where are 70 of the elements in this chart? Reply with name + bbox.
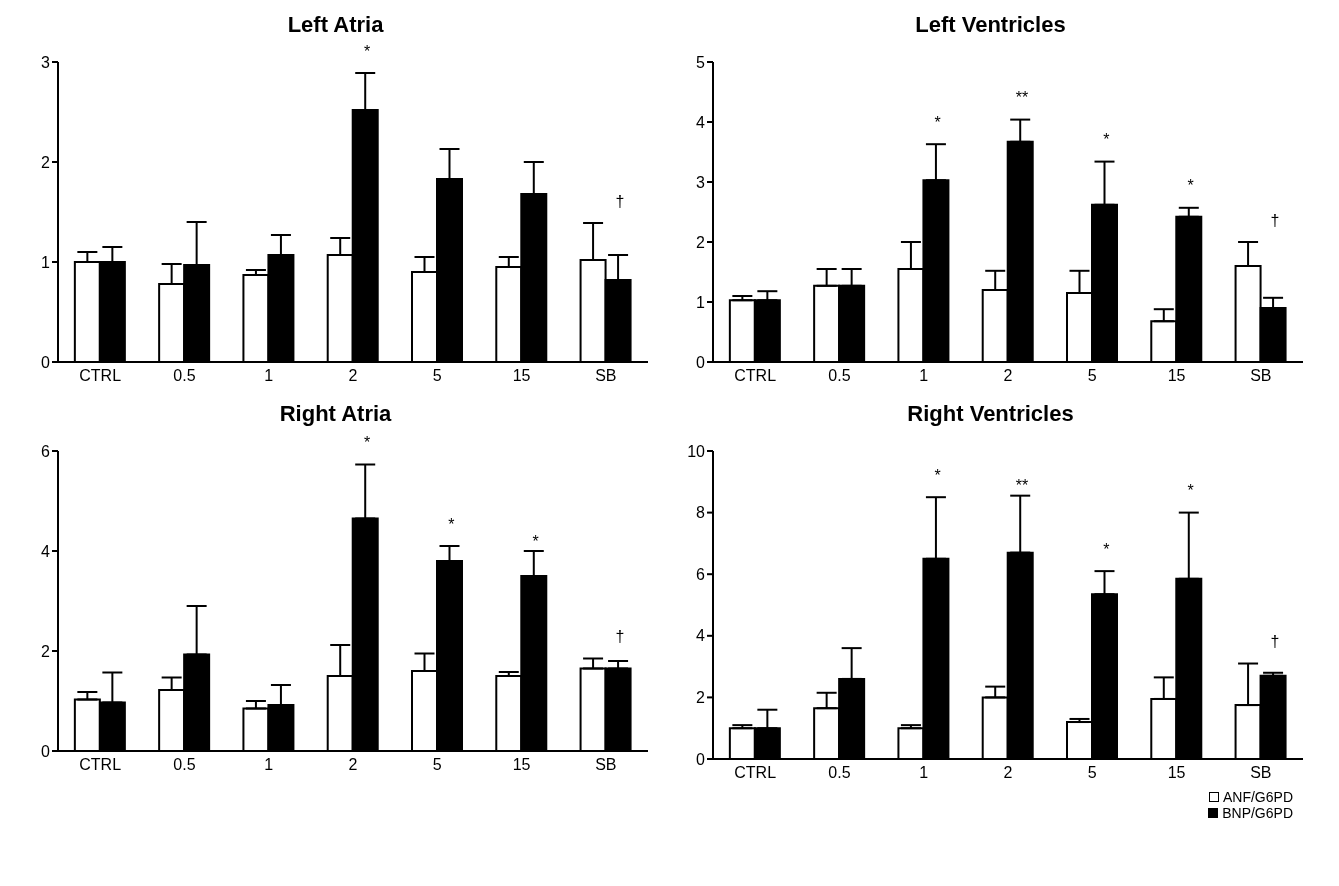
annotation: * xyxy=(1103,540,1110,558)
y-tick-label: 4 xyxy=(696,627,706,645)
annotation: * xyxy=(1187,177,1194,195)
x-tick-label: 0.5 xyxy=(173,756,196,774)
y-tick-label: 3 xyxy=(41,53,51,71)
y-tick-label: 5 xyxy=(696,53,706,71)
y-tick-label: 2 xyxy=(696,689,706,707)
x-tick-label: 2 xyxy=(1003,367,1013,385)
annotation: ** xyxy=(1015,89,1029,107)
x-tick-label: 2 xyxy=(348,367,358,385)
x-tick-label: 15 xyxy=(1167,367,1186,385)
annotation: * xyxy=(1187,482,1194,500)
annotation: * xyxy=(448,515,455,533)
y-tick-label: 2 xyxy=(41,153,51,171)
x-tick-label: CTRL xyxy=(734,764,777,782)
annotation: * xyxy=(934,466,941,484)
y-tick-label: 1 xyxy=(41,253,51,271)
y-tick-label: 4 xyxy=(41,542,51,560)
annotation: * xyxy=(934,113,941,131)
x-tick-label: 15 xyxy=(1167,764,1186,782)
annotation: ** xyxy=(1015,477,1029,495)
y-tick-label: 6 xyxy=(41,442,51,460)
x-tick-label: 5 xyxy=(432,756,442,774)
x-tick-label: CTRL xyxy=(79,756,122,774)
x-tick-label: 0.5 xyxy=(828,367,851,385)
x-tick-label: SB xyxy=(1250,764,1272,782)
x-tick-label: SB xyxy=(1250,367,1272,385)
annotation: † xyxy=(615,628,625,646)
annotation: * xyxy=(363,434,371,452)
x-tick-label: 1 xyxy=(919,764,929,782)
legend-label: ANF/G6PD xyxy=(1222,789,1293,805)
x-tick-label: 0.5 xyxy=(173,367,196,385)
x-tick-label: 5 xyxy=(1087,764,1097,782)
x-tick-label: SB xyxy=(595,367,617,385)
y-tick-label: 1 xyxy=(696,293,706,311)
annotation: † xyxy=(1270,211,1280,229)
chart-title: Left Ventricles xyxy=(914,11,1067,39)
y-tick-label: 0 xyxy=(696,353,706,371)
y-tick-label: 0 xyxy=(696,750,706,768)
x-tick-label: 1 xyxy=(919,367,929,385)
x-tick-label: 2 xyxy=(1003,764,1013,782)
x-tick-label: 15 xyxy=(512,367,531,385)
x-tick-label: 5 xyxy=(1087,367,1097,385)
annotation: † xyxy=(615,192,625,210)
x-tick-label: SB xyxy=(595,756,617,774)
y-tick-label: 10 xyxy=(687,442,706,460)
x-tick-label: CTRL xyxy=(79,367,122,385)
x-tick-label: 0.5 xyxy=(828,764,851,782)
y-tick-label: 4 xyxy=(696,113,706,131)
x-tick-label: CTRL xyxy=(734,367,777,385)
legend-label: BNP/G6PD xyxy=(1222,805,1293,821)
y-tick-label: 6 xyxy=(696,565,706,583)
x-tick-label: 1 xyxy=(264,756,274,774)
chart-title: Right Atria xyxy=(278,400,393,428)
x-tick-label: 2 xyxy=(348,756,358,774)
annotation: * xyxy=(532,532,539,550)
x-tick-label: 5 xyxy=(432,367,442,385)
y-tick-label: 0 xyxy=(41,742,51,760)
x-tick-label: 1 xyxy=(264,367,274,385)
y-tick-label: 8 xyxy=(696,504,706,522)
text: * xyxy=(363,42,371,60)
chart-title: Left Atria xyxy=(286,11,385,39)
annotation: * xyxy=(1103,131,1110,149)
y-tick-label: 2 xyxy=(696,233,706,251)
y-tick-label: 2 xyxy=(41,642,51,660)
y-tick-label: 3 xyxy=(696,173,706,191)
chart-title: Right Ventricles xyxy=(906,400,1075,428)
annotation: † xyxy=(1270,633,1280,651)
y-tick-label: 0 xyxy=(41,353,51,371)
x-tick-label: 15 xyxy=(512,756,531,774)
